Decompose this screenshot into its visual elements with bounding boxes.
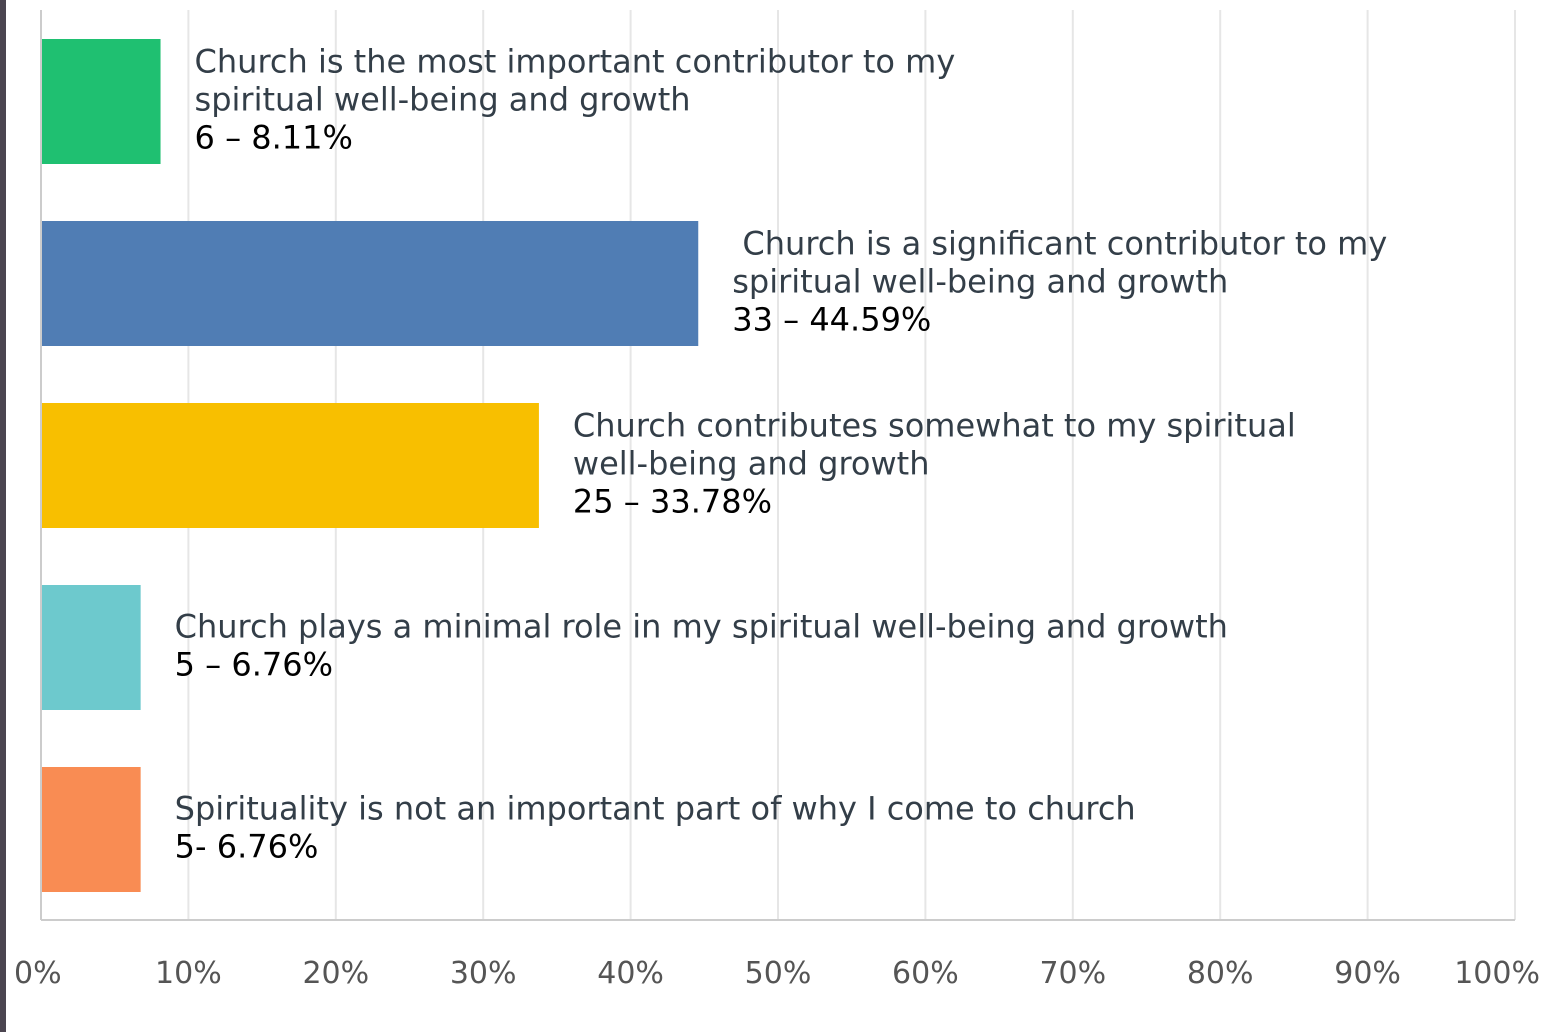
bar-label: Church is a significant contributor to m… <box>732 225 1387 339</box>
category-label: well-being and growth <box>573 445 930 483</box>
x-tick-labels: 0% 10% 20% 30% 40% 50% 60% 70% 80% 90% 100% <box>14 956 1540 991</box>
axis <box>40 10 1515 921</box>
data-label: 33 – 44.59% <box>732 301 931 339</box>
category-label: Church contributes somewhat to my spirit… <box>573 407 1296 445</box>
bar-labels: Church is the most important contributor… <box>175 43 1388 866</box>
left-edge-border <box>0 0 6 1032</box>
category-label: Church plays a minimal role in my spirit… <box>175 608 1228 646</box>
x-tick-label: 100% <box>1454 956 1540 991</box>
data-label: 5 – 6.76% <box>175 646 333 684</box>
x-tick-label: 90% <box>1334 956 1401 991</box>
x-tick-label: 20% <box>302 956 369 991</box>
bars <box>42 39 699 892</box>
bar-label: Spirituality is not an important part of… <box>175 790 1136 866</box>
x-tick-label: 0% <box>14 956 62 991</box>
category-label: Church is the most important contributor… <box>195 43 956 81</box>
bar <box>42 39 161 164</box>
bar-label: Church plays a minimal role in my spirit… <box>175 608 1228 684</box>
x-tick-label: 60% <box>892 956 959 991</box>
category-label: Spirituality is not an important part of… <box>175 790 1136 828</box>
x-tick-label: 50% <box>745 956 812 991</box>
data-label: 6 – 8.11% <box>195 119 353 157</box>
data-label: 5- 6.76% <box>175 828 319 866</box>
x-tick-label: 70% <box>1039 956 1106 991</box>
x-tick-label: 30% <box>450 956 517 991</box>
bar <box>42 585 141 710</box>
data-label: 25 – 33.78% <box>573 483 772 521</box>
category-label: spiritual well-being and growth <box>195 81 691 119</box>
x-tick-label: 10% <box>155 956 222 991</box>
x-tick-label: 80% <box>1187 956 1254 991</box>
bar-label: Church contributes somewhat to my spirit… <box>573 407 1296 521</box>
gridlines <box>187 10 1516 920</box>
category-label: Church is a significant contributor to m… <box>732 225 1387 263</box>
bar <box>42 403 539 528</box>
bar-label: Church is the most important contributor… <box>195 43 956 157</box>
category-label: spiritual well-being and growth <box>732 263 1228 301</box>
x-tick-label: 40% <box>597 956 664 991</box>
bar <box>42 767 141 892</box>
bar <box>42 221 699 346</box>
